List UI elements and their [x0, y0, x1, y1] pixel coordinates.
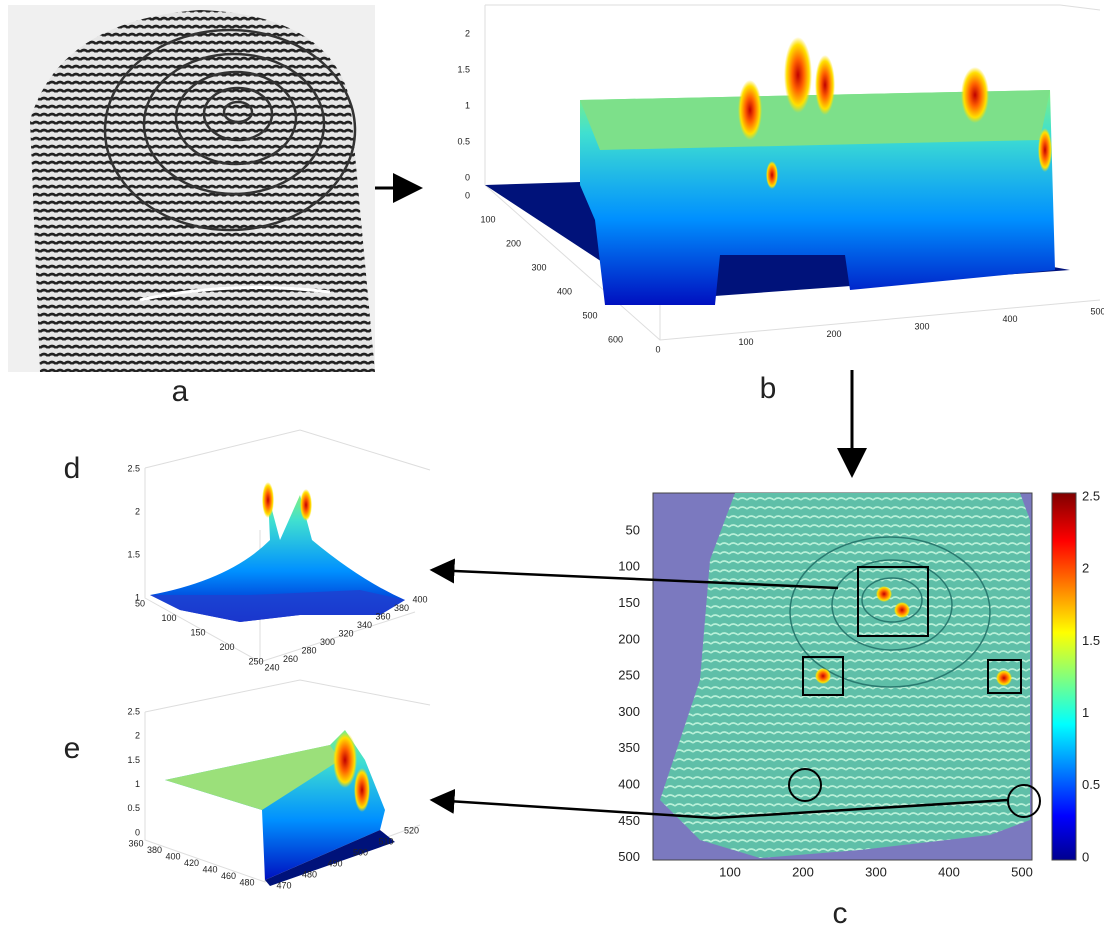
tick-label: 260 [283, 654, 298, 664]
tick-label: 420 [184, 858, 199, 868]
tick-label: 50 [135, 598, 145, 608]
surface-plot-b [484, 4, 1101, 341]
tick-label: 500 [582, 310, 597, 320]
tick-label: 200 [618, 631, 640, 646]
tick-label: 500 [1090, 306, 1104, 316]
tick-label: 240 [264, 662, 279, 672]
tick-label: 470 [276, 880, 291, 890]
panel-label: b [760, 372, 777, 405]
tick-label: 150 [190, 627, 205, 637]
arrow [429, 558, 839, 590]
tick-label: 500 [353, 847, 368, 857]
tick-label: 440 [202, 864, 217, 874]
tick-label: 500 [618, 849, 640, 864]
tick-label: 0.5 [457, 136, 470, 146]
fingerprint-image [8, 5, 375, 372]
tick-label: 480 [302, 869, 317, 879]
tick-label: 250 [618, 668, 640, 683]
tick-label: 200 [792, 864, 814, 879]
tick-label: 150 [618, 595, 640, 610]
tick-label: 600 [608, 334, 623, 344]
tick-label: 400 [412, 594, 427, 604]
tick-label: 0 [1082, 849, 1089, 864]
tick-label: 510 [378, 836, 393, 846]
panel-label: a [172, 375, 189, 408]
tick-label: 490 [327, 858, 342, 868]
tick-label: 100 [738, 337, 753, 347]
tick-label: 1 [465, 100, 470, 110]
tick-label: 2 [135, 506, 140, 516]
tick-label: 2 [135, 731, 140, 741]
tick-label: 100 [719, 864, 741, 879]
tick-label: 2 [1082, 561, 1089, 576]
tick-label: 1.5 [127, 549, 140, 559]
tick-label: 320 [338, 628, 353, 638]
tick-label: 0 [135, 827, 140, 837]
tick-label: 0 [465, 172, 470, 182]
tick-label: 250 [248, 656, 263, 666]
tick-label: 280 [301, 645, 316, 655]
tick-label: 100 [618, 559, 640, 574]
tick-label: 500 [1011, 864, 1033, 879]
tick-label: 460 [221, 871, 236, 881]
tick-label: 1 [135, 779, 140, 789]
tick-label: 400 [165, 851, 180, 861]
tick-label: 2.5 [1082, 488, 1100, 503]
tick-label: 1 [135, 592, 140, 602]
tick-label: 300 [914, 322, 929, 332]
tick-label: 360 [128, 838, 143, 848]
tick-label: 0 [655, 344, 660, 354]
tick-label: 480 [239, 877, 254, 887]
tick-label: 350 [618, 740, 640, 755]
tick-label: 520 [404, 825, 419, 835]
tick-label: 360 [375, 611, 390, 621]
tick-label: 2.5 [127, 706, 140, 716]
tick-label: 400 [557, 286, 572, 296]
tick-label: 2.5 [127, 463, 140, 473]
tick-label: 450 [618, 813, 640, 828]
surface-plot-e [144, 679, 431, 886]
tick-label: 2 [465, 28, 470, 38]
tick-label: 1.5 [457, 64, 470, 74]
tick-label: 200 [219, 642, 234, 652]
tick-label: 1.5 [127, 755, 140, 765]
tick-label: 1 [1082, 705, 1089, 720]
tick-label: 0 [465, 190, 470, 200]
tick-label: 380 [394, 603, 409, 613]
tick-label: 400 [618, 777, 640, 792]
tick-label: 0.5 [127, 803, 140, 813]
tick-label: 300 [618, 704, 640, 719]
tick-label: 50 [626, 522, 640, 537]
tick-label: 400 [938, 864, 960, 879]
tick-label: 1.5 [1082, 633, 1100, 648]
tick-label: 340 [357, 620, 372, 630]
panel-label: c [833, 897, 848, 930]
tick-label: 300 [531, 262, 546, 272]
tick-label: 380 [147, 845, 162, 855]
tick-label: 200 [826, 329, 841, 339]
arrow [429, 788, 1009, 820]
heatmap-c [652, 492, 1077, 861]
tick-label: 400 [1002, 314, 1017, 324]
tick-label: 100 [161, 613, 176, 623]
tick-label: 300 [865, 864, 887, 879]
tick-label: 0.5 [1082, 777, 1100, 792]
panel-label: e [64, 732, 81, 765]
tick-label: 200 [506, 238, 521, 248]
surface-plot-d [144, 429, 431, 663]
panel-label: d [64, 452, 81, 485]
tick-label: 100 [480, 214, 495, 224]
tick-label: 300 [320, 637, 335, 647]
